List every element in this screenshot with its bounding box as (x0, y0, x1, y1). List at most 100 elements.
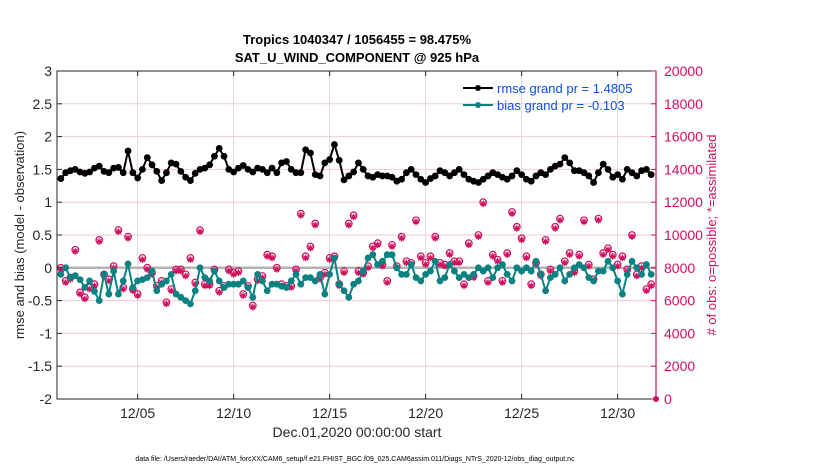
legend-bias-marker (475, 102, 481, 108)
bias-point (119, 277, 127, 285)
asterisk-stroke (307, 245, 314, 251)
rmse-point (220, 152, 228, 160)
bias-point (556, 264, 564, 272)
rmse-point (431, 172, 439, 180)
bias-point (590, 277, 598, 285)
asterisk-stroke (274, 266, 280, 273)
asterisk-stroke (413, 219, 419, 225)
obs-assimilated-marker (431, 234, 439, 242)
y-tick-label: 0.5 (33, 227, 53, 243)
rmse-point (350, 168, 358, 176)
rmse-point (143, 154, 151, 161)
bias-point (321, 290, 329, 298)
obs-assimilated-marker (167, 287, 175, 295)
obs-assimilated-marker (62, 279, 69, 286)
rmse-point (585, 172, 593, 180)
rmse-point (215, 145, 223, 152)
obs-assimilated-marker (494, 257, 501, 265)
rmse-point (139, 166, 146, 173)
bias-point (595, 267, 602, 275)
bias-point (244, 284, 252, 291)
rmse-point (403, 169, 410, 177)
obs-assimilated-marker (518, 236, 525, 244)
rmse-point (460, 171, 468, 179)
asterisk-stroke (403, 260, 410, 266)
rmse-point (556, 160, 564, 168)
bias-point (355, 277, 362, 285)
bias-point (345, 293, 353, 301)
asterisk-stroke (648, 283, 654, 289)
bias-point (403, 270, 410, 278)
asterisk-stroke (389, 243, 395, 250)
obs-assimilated-marker (139, 256, 146, 263)
asterisk-stroke (240, 292, 246, 299)
asterisk-stroke (106, 278, 112, 284)
rmse-point (417, 175, 425, 183)
bias-point (182, 297, 190, 304)
asterisk-stroke (494, 258, 501, 264)
asterisk-stroke (619, 255, 626, 261)
bias-point (335, 280, 343, 288)
bias-point (499, 261, 506, 268)
rmse-point (422, 179, 430, 186)
grid-lines (57, 71, 656, 399)
rmse-point (239, 162, 247, 169)
asterisk-stroke (499, 279, 506, 286)
asterisk-stroke (605, 247, 611, 253)
obs-assimilated-marker (124, 234, 132, 242)
asterisk-stroke (163, 301, 170, 307)
bias-point (412, 274, 420, 282)
rmse-point (129, 169, 137, 177)
obs-assimilated-marker (374, 241, 381, 249)
bias-point (196, 264, 204, 272)
obs-assimilated-marker (163, 300, 170, 308)
obs-assimilated-marker (566, 251, 573, 258)
bias-point (129, 284, 137, 291)
bias-point (451, 267, 458, 275)
bias-point (297, 280, 305, 288)
obs-assimilated-marker (134, 292, 141, 299)
obs-assimilated-marker (345, 221, 353, 229)
rmse-point (95, 162, 103, 170)
obs-assimilated-marker (446, 251, 453, 258)
obs-assimilated-marker (388, 243, 396, 250)
obs-assimilated-marker (302, 254, 309, 262)
bias-point (542, 287, 550, 295)
rmse-point (287, 166, 295, 173)
obs-assimilated-marker (484, 279, 492, 286)
bias-point (465, 274, 473, 282)
bias-point (609, 264, 617, 272)
asterisk-stroke (638, 265, 645, 271)
rmse-point (451, 169, 458, 177)
obs-assimilated-marker (311, 221, 319, 229)
asterisk-stroke (600, 251, 606, 258)
obs-assimilated-marker (422, 261, 429, 268)
rmse-point (647, 171, 655, 179)
asterisk-stroke (509, 210, 515, 217)
y-tick-label: 3 (44, 63, 52, 79)
asterisk-stroke (77, 291, 83, 297)
rmse-point (595, 169, 602, 177)
obs-assimilated-marker (503, 251, 511, 258)
bias-point (455, 274, 463, 282)
asterisk-stroke (566, 251, 573, 258)
bias-point (566, 270, 574, 278)
rmse-point (187, 177, 194, 184)
rmse-point (335, 156, 343, 164)
obs-assimilated-marker (268, 254, 276, 262)
obs-assimilated-marker (239, 292, 247, 299)
asterisk-stroke (346, 222, 352, 228)
rmse-point (124, 147, 132, 155)
rmse-point (643, 166, 650, 173)
bias-point (479, 267, 487, 275)
bias-point (518, 267, 526, 275)
rmse-point (547, 166, 554, 173)
y2-tick-label: 14000 (664, 161, 703, 177)
obs-assimilated-marker (542, 238, 549, 245)
obs-assimilated-marker (273, 266, 281, 273)
rmse-point (86, 168, 94, 176)
asterisk-stroke (528, 283, 534, 289)
bias-point (551, 270, 559, 278)
obs-assimilated-marker (599, 251, 607, 258)
bias-point (532, 257, 540, 265)
